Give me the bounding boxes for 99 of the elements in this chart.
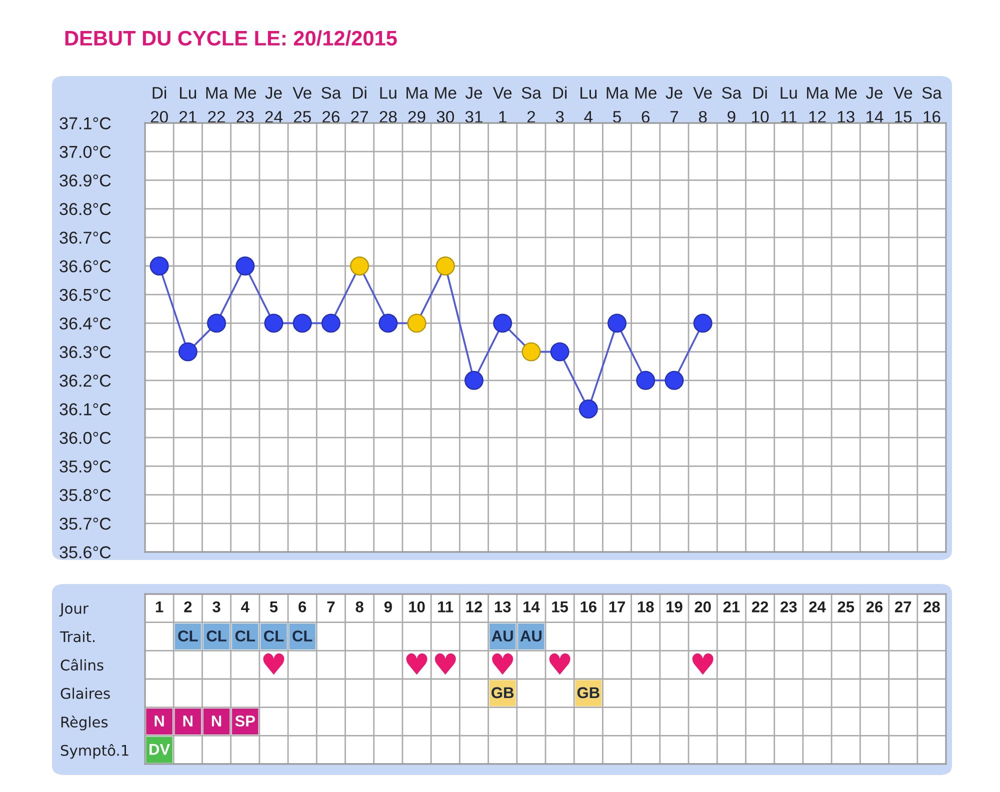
x-tick-label: Je 24 <box>265 87 283 123</box>
y-tick-label: Câlins <box>60 658 104 671</box>
x-tick-label: Di 27 <box>351 86 368 123</box>
x-tick-label: 7 <box>327 601 335 612</box>
x-tick-label: Je 14 <box>866 87 884 123</box>
x-tick-label: 27 <box>894 601 912 612</box>
text: N <box>212 716 222 726</box>
x-tick-label: Sa 26 <box>322 86 342 123</box>
x-tick-label: Ve 25 <box>292 87 312 123</box>
y-tick-label: 36.6°C <box>60 260 111 272</box>
x-tick-label: Me 13 <box>836 87 857 123</box>
x-tick-label: Sa 16 <box>922 86 942 123</box>
y-tick-label: 35.9°C <box>60 460 111 473</box>
text: GB <box>577 687 600 698</box>
x-tick-label: 9 <box>384 601 392 612</box>
text: N <box>183 716 192 726</box>
text: ♥ <box>549 653 570 675</box>
y-tick-label: Règles <box>61 716 108 730</box>
y-tick-label: Glaires <box>60 688 110 699</box>
y-tick-label: 37.0°C <box>60 146 111 158</box>
y-tick-label: 37.1°C <box>60 117 111 130</box>
x-tick-label: Ma 22 <box>206 87 228 123</box>
x-tick-label: 17 <box>609 601 625 612</box>
text: CL <box>206 630 226 642</box>
x-tick-label: 6 <box>298 601 306 612</box>
x-tick-label: Lu 28 <box>380 87 397 123</box>
x-tick-label: 11 <box>438 601 454 612</box>
x-tick-label: 15 <box>552 601 568 612</box>
text: SP <box>235 716 255 727</box>
x-tick-label: 22 <box>752 601 768 612</box>
x-tick-label: 4 <box>241 601 250 612</box>
x-tick-label: Lu 11 <box>780 87 797 123</box>
y-tick-label: 36.2°C <box>60 374 111 387</box>
x-tick-label: Di 3 <box>553 86 567 123</box>
x-tick-label: Ma 5 <box>606 87 629 123</box>
y-tick-label: 36.5°C <box>60 288 111 301</box>
x-tick-label: 8 <box>356 601 364 612</box>
y-tick-label: 36.9°C <box>60 174 111 187</box>
x-tick-label: 25 <box>838 601 854 612</box>
y-tick-label: 36.3°C <box>60 346 111 358</box>
x-tick-label: Sa 9 <box>722 86 742 123</box>
x-tick-label: Me 6 <box>635 87 656 123</box>
text: CL <box>235 630 256 642</box>
y-tick-label: 36.4°C <box>60 317 111 330</box>
x-tick-label: 12 <box>466 601 482 612</box>
y-tick-label: 36.0°C <box>60 432 111 444</box>
x-tick-label: Ve 1 <box>492 87 512 123</box>
x-tick-label: 24 <box>809 601 826 612</box>
text: ♥ <box>263 653 284 675</box>
y-tick-label: 35.6°C <box>60 546 111 558</box>
y-tick-label: 36.7°C <box>60 232 111 244</box>
x-tick-label: 13 <box>494 601 511 612</box>
y-tick-label: 36.8°C <box>60 203 111 216</box>
text: ♥ <box>692 653 714 675</box>
x-tick-label: Ve 8 <box>693 87 712 123</box>
x-tick-label: Ve 15 <box>893 87 912 123</box>
text: ♥ <box>406 653 428 675</box>
y-tick-label: 35.7°C <box>60 518 111 530</box>
y-tick-label: 35.8°C <box>60 489 111 502</box>
x-tick-label: Lu 21 <box>179 87 196 123</box>
x-tick-label: Me 30 <box>435 87 456 123</box>
x-tick-label: Lu 4 <box>580 87 597 123</box>
x-tick-label: 19 <box>666 601 682 612</box>
text: CL <box>178 630 198 642</box>
text: N <box>154 716 164 726</box>
x-tick-label: Ma 12 <box>807 87 829 123</box>
x-tick-label: Di 20 <box>150 86 168 123</box>
text: DV <box>150 744 170 755</box>
y-tick-label: Symptô.1 <box>60 744 128 759</box>
x-tick-label: 3 <box>212 601 220 612</box>
x-tick-label: Me 23 <box>234 87 256 123</box>
text: GB <box>492 687 514 698</box>
x-axis-title: Jour <box>59 603 88 617</box>
x-tick-label: 20 <box>694 601 711 612</box>
x-tick-label: 2 <box>184 601 192 612</box>
x-tick-label: Ma 29 <box>406 87 428 123</box>
x-tick-label: 14 <box>524 601 540 612</box>
text: ♥ <box>434 653 456 675</box>
text: ♥ <box>492 653 514 675</box>
x-tick-label: 10 <box>409 601 425 612</box>
text: AU <box>492 630 513 642</box>
text: AU <box>520 630 542 642</box>
x-tick-label: 21 <box>723 601 740 612</box>
x-tick-label: 1 <box>156 601 164 612</box>
y-tick-label: Trait. <box>60 630 95 642</box>
x-tick-label: 16 <box>580 601 596 612</box>
x-tick-label: 5 <box>270 601 278 612</box>
x-tick-label: 23 <box>780 601 797 612</box>
x-tick-label: 26 <box>866 601 883 612</box>
chart-title: DEBUT DU CYCLE LE: 20/12/2015 <box>65 30 397 46</box>
x-tick-label: Di 10 <box>752 86 769 123</box>
y-tick-label: 36.1°C <box>60 403 111 416</box>
x-tick-label: 18 <box>638 601 654 612</box>
x-tick-label: Sa 2 <box>522 86 542 123</box>
text: CL <box>292 630 312 642</box>
x-tick-label: 28 <box>924 601 940 612</box>
x-tick-label: Je 7 <box>666 87 682 123</box>
x-tick-label: Je 31 <box>465 87 482 123</box>
text: CL <box>264 630 284 642</box>
